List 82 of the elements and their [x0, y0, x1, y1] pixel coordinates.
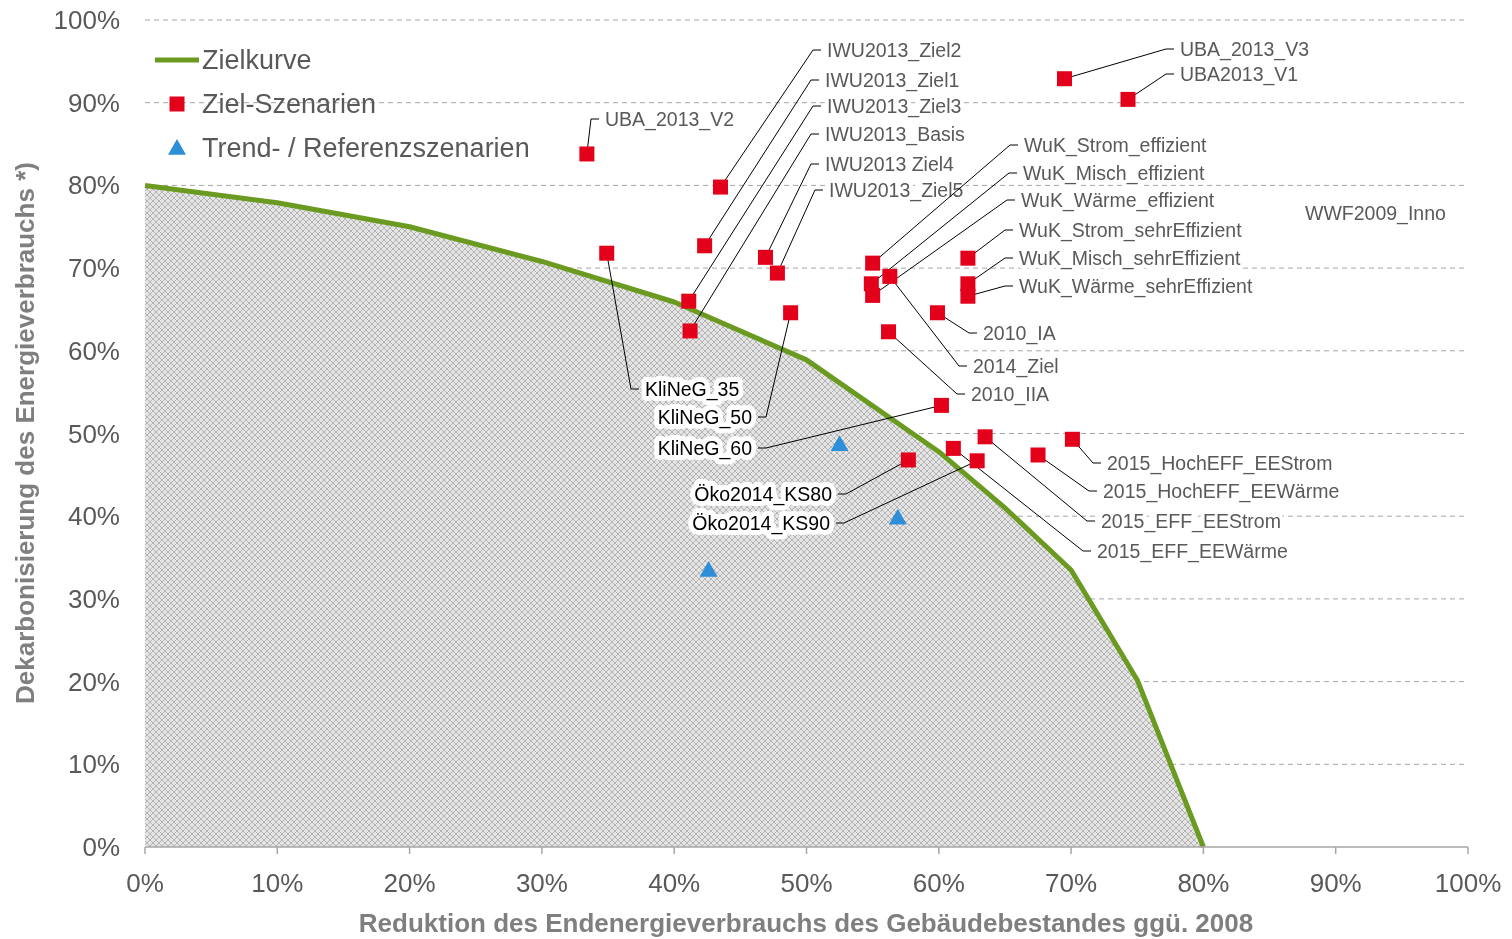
x-tick-label: 40% [648, 868, 701, 898]
annotation: 2015_EFF_EEWärme [1097, 540, 1288, 563]
point [945, 440, 961, 456]
x-tick-label: 70% [1045, 868, 1098, 898]
annotation: WuK_Misch_effizient [1023, 162, 1205, 185]
annotation: Öko2014_KS90 [692, 512, 831, 535]
annotation: KliNeG_60 [657, 437, 753, 460]
point [977, 429, 993, 445]
y-axis-title: Dekarbonisierung des Energieverbrauchs *) [10, 162, 40, 704]
annotation: IWU2013_Ziel3 [827, 95, 962, 118]
legend-label: Ziel-Szenarien [202, 89, 377, 119]
y-tick-label: 40% [67, 501, 120, 532]
point [969, 453, 985, 469]
y-tick-label: 100% [53, 5, 120, 35]
point [1064, 431, 1080, 447]
point [888, 508, 907, 525]
annotation: 2015_HochEFF_EEStrom [1107, 452, 1333, 475]
x-axis-title: Reduktion des Endenergieverbrauchs des Gebäudebestandes ggü. 2008 [358, 908, 1254, 938]
y-tick-label: 20% [67, 666, 120, 697]
annotation: 2015_HochEFF_EEWärme [1103, 480, 1340, 503]
y-tick-label: 80% [67, 170, 120, 201]
x-tick-label: 80% [1177, 868, 1230, 898]
annotation: UBA_2013_V2 [605, 108, 735, 131]
point [882, 268, 898, 284]
annotation: UBA2013_V1 [1180, 63, 1299, 86]
point [757, 249, 773, 265]
y-tick-label: 70% [67, 253, 120, 284]
y-tick-label: 60% [67, 335, 120, 366]
point [713, 179, 729, 195]
point [699, 560, 718, 577]
annotation: Öko2014_KS80 [694, 483, 833, 506]
point [830, 435, 849, 451]
point [681, 293, 697, 309]
annotation: IWU2013_Ziel1 [825, 69, 960, 92]
point [865, 255, 881, 271]
point [900, 452, 916, 468]
annotation: WuK_Misch_sehrEffizient [1019, 247, 1242, 270]
point [579, 146, 595, 162]
x-tick-label: 60% [912, 868, 965, 898]
annotation: 2010_IIA [971, 383, 1050, 406]
legend-label: Trend- / Referenzszenarien [202, 133, 530, 163]
annotation: IWU2013_Ziel2 [827, 39, 962, 62]
point [929, 305, 945, 321]
annotation: 2015_EFF_EEStrom [1101, 510, 1281, 533]
point [769, 265, 785, 281]
annotation: WuK_Strom_sehrEffizient [1019, 219, 1243, 242]
annotation: KliNeG_50 [657, 406, 753, 429]
y-tick-label: 50% [67, 418, 120, 449]
x-tick-label: 0% [126, 868, 164, 898]
point [599, 245, 615, 261]
y-tick-label: 90% [67, 87, 120, 118]
annotation: UBA_2013_V3 [1180, 38, 1310, 61]
y-tick-label: 0% [82, 832, 120, 862]
y-tick-label: 30% [67, 583, 120, 614]
x-tick-label: 10% [251, 868, 304, 898]
annotation: WuK_Wärme_effizient [1021, 189, 1215, 212]
annotation: 2014_Ziel [973, 355, 1059, 378]
y-tick-label: 10% [67, 749, 120, 780]
x-tick-label: 100% [1434, 868, 1502, 898]
point [1120, 91, 1136, 107]
legend-label: Zielkurve [202, 45, 312, 75]
point [881, 324, 897, 340]
annotation: WuK_Wärme_sehrEffizient [1019, 275, 1253, 298]
x-tick-label: 50% [780, 868, 833, 898]
annotation: 2010_IA [983, 322, 1056, 345]
point [783, 305, 799, 321]
point [960, 250, 976, 266]
annotation: IWU2013 Ziel4 [825, 153, 955, 175]
annotation: WuK_Strom_effizient [1024, 134, 1208, 157]
point [697, 238, 713, 254]
point [1030, 447, 1046, 463]
x-tick-label: 20% [383, 868, 436, 898]
point [865, 287, 881, 303]
annotation: KliNeG_35 [645, 378, 740, 401]
x-tick-label: 30% [515, 868, 568, 898]
x-tick-label: 90% [1309, 868, 1362, 898]
point [960, 288, 976, 304]
point [1056, 71, 1072, 87]
point [682, 323, 698, 339]
point [933, 397, 949, 413]
annotation: WWF2009_Inno [1305, 202, 1447, 225]
annotation: IWU2013_Basis [825, 123, 966, 146]
